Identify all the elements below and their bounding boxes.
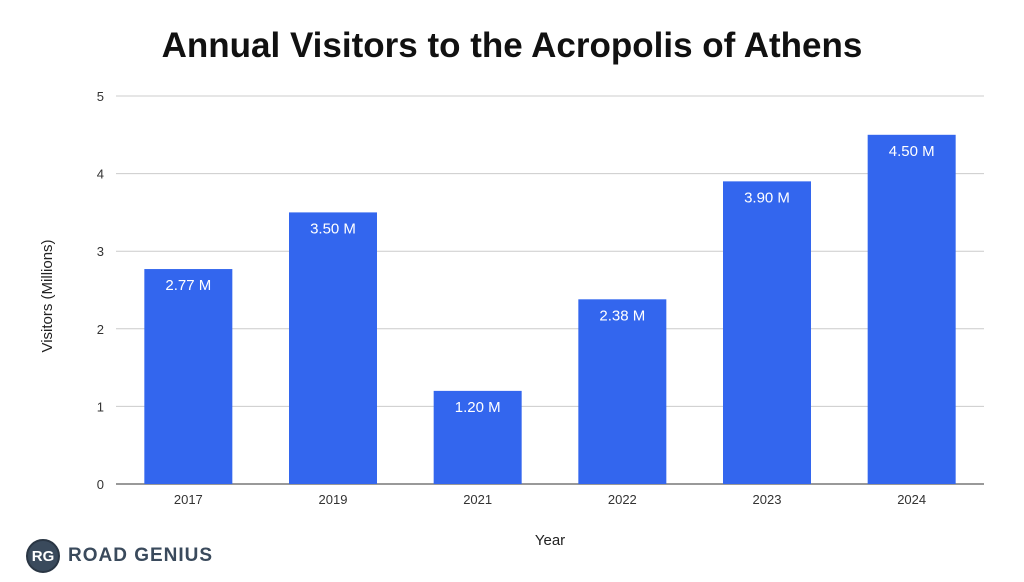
y-tick-label: 1 <box>97 399 104 414</box>
bar-2024 <box>867 134 956 485</box>
x-tick-label: 2024 <box>897 492 926 507</box>
data-label-2022: 2.38 M <box>599 307 645 324</box>
x-tick-label: 2017 <box>174 492 203 507</box>
bar-2022 <box>578 299 667 484</box>
logo-badge-icon: RG <box>26 539 60 573</box>
data-label-2024: 4.50 M <box>889 143 935 160</box>
x-tick-label: 2019 <box>319 492 348 507</box>
bar-2019 <box>289 212 377 484</box>
x-tick-label: 2021 <box>463 492 492 507</box>
x-tick-label: 2022 <box>608 492 637 507</box>
x-tick-label: 2023 <box>753 492 782 507</box>
bar-2021 <box>433 390 522 484</box>
bar-2023 <box>723 181 811 485</box>
y-axis-ticks: 0 1 2 3 4 5 <box>97 89 104 492</box>
y-axis-label: Visitors (Millions) <box>39 239 56 352</box>
y-tick-label: 0 <box>97 477 104 492</box>
data-label-2019: 3.50 M <box>310 220 356 237</box>
y-tick-label: 4 <box>97 167 104 182</box>
chart-title: Annual Visitors to the Acropolis of Athe… <box>161 26 863 65</box>
data-labels: 2.77 M 3.50 M 1.20 M 2.38 M 3.90 M 4.50 M <box>165 143 934 416</box>
data-label-2017: 2.77 M <box>165 277 211 294</box>
road-genius-logo: RG ROAD GENIUS <box>26 538 213 574</box>
x-axis-label: Year <box>535 532 565 549</box>
bar-2017 <box>144 269 233 484</box>
y-tick-label: 5 <box>97 89 104 104</box>
y-tick-label: 3 <box>97 244 104 259</box>
bars <box>144 134 956 485</box>
logo-text: ROAD GENIUS <box>68 545 214 566</box>
data-label-2021: 1.20 M <box>455 399 501 416</box>
y-tick-label: 2 <box>97 322 104 337</box>
x-axis-ticks: 2017 2019 2021 2022 2023 2024 <box>174 492 926 507</box>
gridlines <box>116 95 984 485</box>
data-label-2023: 3.90 M <box>744 189 790 206</box>
